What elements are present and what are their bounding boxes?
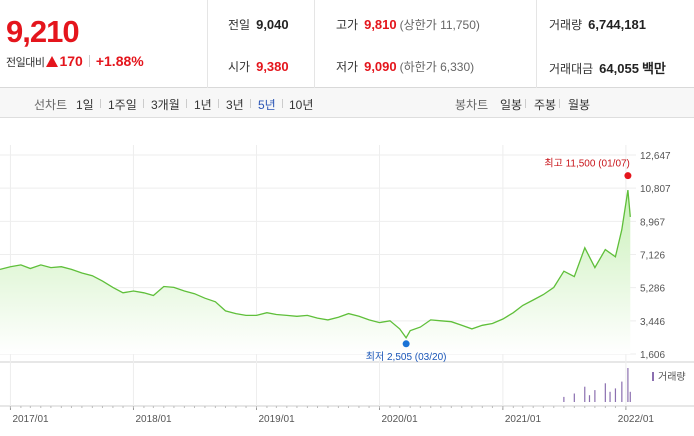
open-value: 9,380 — [256, 59, 289, 74]
line-chart-label: 선차트 — [34, 98, 68, 112]
volume-bar — [594, 390, 596, 402]
low-label: 저가 — [336, 60, 359, 74]
volume-bar — [609, 391, 611, 402]
price-line — [0, 190, 631, 339]
divider — [100, 99, 101, 108]
prev-close: 전일 9,040 — [228, 16, 289, 33]
extreme-markers: 최고 11,500 (01/07) 최저 2,505 (03/20) — [366, 158, 632, 363]
period-5y[interactable]: 5년 — [258, 98, 276, 112]
volume-bar — [584, 386, 586, 402]
amount-value: 64,055 — [599, 61, 639, 76]
x-tick-label: 2018/01 — [135, 414, 172, 425]
high-label: 고가 — [336, 18, 359, 32]
period-1d[interactable]: 1일 — [76, 98, 94, 112]
divider — [250, 99, 251, 108]
y-tick-label: 3,446 — [640, 317, 665, 328]
low-marker — [402, 340, 410, 348]
upper-limit: (상한가 11,750) — [399, 18, 480, 32]
price-chart: 12,647 10,807 8,967 7,126 5,286 3,446 1,606 최고… — [0, 145, 694, 425]
y-axis: 12,647 10,807 8,967 7,126 5,286 3,446 1,606 — [640, 151, 671, 361]
y-tick-label: 12,647 — [640, 151, 671, 162]
chart-toolbar: 선차트 1일 1주일 3개월 1년 3년 5년 10년 봉차트 일봉 주봉 월봉 — [0, 88, 694, 118]
volume-bar — [627, 368, 629, 402]
volume-bar — [588, 395, 591, 402]
change-percent: +1.88% — [95, 53, 144, 69]
period-10y[interactable]: 10년 — [289, 98, 314, 112]
volume-bar — [629, 391, 631, 402]
open-price: 시가 9,380 — [228, 58, 289, 75]
divider — [186, 99, 187, 108]
x-tick-label: 2019/01 — [258, 414, 295, 425]
divider — [282, 99, 283, 108]
x-axis: 2017/01 2018/01 2019/01 2020/01 2021/01 2022/… — [9, 406, 655, 425]
low-annotation: 최저 2,505 (03/20) — [366, 351, 447, 363]
price-area — [0, 190, 631, 354]
up-triangle-icon — [46, 56, 59, 67]
volume: 거래량 6,744,181 — [549, 16, 646, 33]
volume-bar — [614, 388, 617, 402]
divider — [314, 0, 315, 88]
high-marker — [624, 172, 632, 180]
x-tick-label: 2022/01 — [618, 414, 655, 425]
low-price: 저가 9,090 (하한가 6,330) — [336, 58, 474, 75]
divider — [559, 99, 560, 108]
candle-daily[interactable]: 일봉 — [500, 98, 523, 112]
period-1w[interactable]: 1주일 — [108, 98, 137, 112]
divider — [143, 99, 144, 108]
volume-legend-swatch — [652, 372, 654, 381]
high-value: 9,810 — [364, 17, 397, 32]
change-row: 전일대비 170 +1.88% — [6, 53, 144, 70]
volume-panel: 거래량 — [563, 368, 686, 402]
x-tick-label: 2020/01 — [382, 414, 419, 425]
volume-value: 6,744,181 — [588, 17, 646, 32]
divider — [536, 0, 537, 88]
open-label: 시가 — [228, 60, 251, 74]
y-tick-label: 5,286 — [640, 284, 665, 295]
change-value: 170 — [59, 53, 83, 69]
divider — [525, 99, 526, 108]
y-tick-label: 7,126 — [640, 251, 665, 262]
trade-amount: 거래대금 64,055 백만 — [549, 58, 666, 77]
y-tick-label: 8,967 — [640, 217, 665, 228]
volume-legend-label: 거래량 — [658, 371, 686, 383]
x-tick-label: 2017/01 — [12, 414, 49, 425]
divider — [88, 55, 90, 67]
candle-chart-label: 봉차트 — [455, 98, 489, 112]
volume-bar — [563, 396, 565, 402]
period-3m[interactable]: 3개월 — [151, 98, 180, 112]
lower-limit: (하한가 6,330) — [399, 60, 475, 74]
volume-bar — [604, 383, 606, 402]
x-tick-label: 2021/01 — [505, 414, 542, 425]
volume-bar — [573, 393, 575, 402]
volume-bar — [621, 381, 623, 402]
prev-label: 전일 — [228, 18, 251, 32]
change-label: 전일대비 — [6, 57, 45, 69]
amount-unit: 백만 — [641, 61, 666, 76]
candle-weekly[interactable]: 주봉 — [534, 98, 557, 112]
price-box: 9,210 전일대비 170 +1.88% — [0, 0, 208, 88]
low-value: 9,090 — [364, 59, 397, 74]
y-tick-label: 10,807 — [640, 184, 671, 195]
y-tick-label: 1,606 — [640, 350, 665, 361]
candle-monthly[interactable]: 월봉 — [568, 98, 591, 112]
volume-label: 거래량 — [549, 18, 583, 32]
period-3y[interactable]: 3년 — [226, 98, 244, 112]
high-annotation: 최고 11,500 (01/07) — [544, 158, 630, 170]
quote-panel: 9,210 전일대비 170 +1.88% 전일 9,040 시가 9,380 고가 9,… — [0, 0, 694, 88]
current-price: 9,210 — [6, 14, 80, 49]
high-price: 고가 9,810 (상한가 11,750) — [336, 16, 480, 33]
prev-value: 9,040 — [256, 17, 289, 32]
divider — [218, 99, 219, 108]
period-1y[interactable]: 1년 — [194, 98, 212, 112]
amount-label: 거래대금 — [549, 62, 594, 76]
